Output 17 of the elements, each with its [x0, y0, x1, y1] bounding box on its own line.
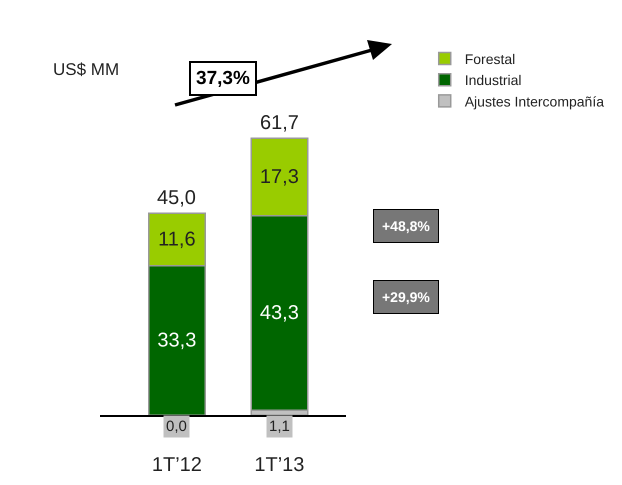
- legend-label: Industrial: [464, 72, 522, 88]
- total-label: 45,0: [157, 187, 196, 209]
- x-tick-label: 1T’13: [254, 454, 304, 476]
- text: +48,8%: [382, 218, 430, 234]
- data-label: 1,1: [269, 418, 290, 435]
- data-label: 0,0: [166, 418, 187, 435]
- data-label: 11,6: [158, 228, 196, 250]
- legend-label: Ajustes Intercompañía: [464, 93, 604, 110]
- data-label: 17,3: [260, 166, 299, 188]
- text: +29,9%: [382, 289, 430, 305]
- data-label: 33,3: [157, 329, 196, 352]
- x-tick-label: 1T’12: [152, 454, 202, 476]
- total-label: 61,7: [260, 112, 299, 134]
- text: 37,3%: [196, 68, 250, 89]
- data-label: 43,3: [260, 302, 299, 324]
- y-axis-title: US$ MM: [53, 60, 120, 79]
- legend-label: Forestal: [464, 50, 516, 67]
